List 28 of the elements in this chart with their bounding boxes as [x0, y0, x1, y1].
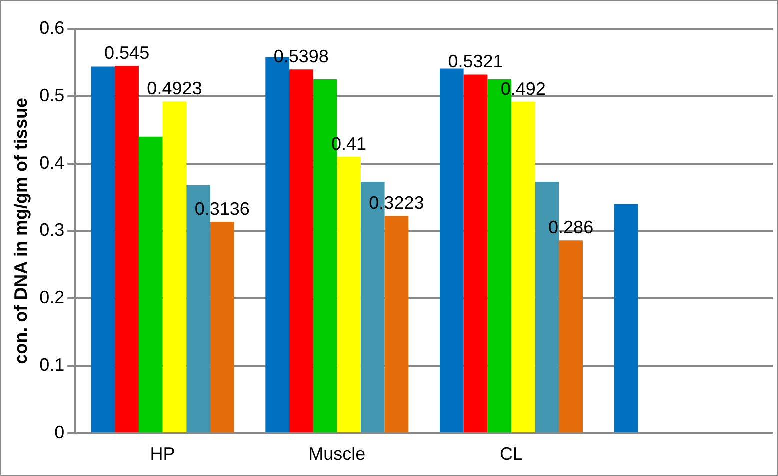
bar — [138, 136, 163, 432]
bar — [210, 222, 234, 432]
bar — [337, 157, 361, 432]
bar — [91, 66, 116, 432]
bar — [614, 204, 638, 432]
y-axis-title: con. of DNA in mg/gm of tissue — [10, 98, 31, 364]
data-label: 0.4923 — [147, 78, 202, 99]
y-tick-label: 0.3 — [40, 220, 65, 240]
y-tick-label: 0.6 — [40, 18, 65, 38]
data-label: 0.5398 — [274, 46, 329, 67]
y-tick-label: 0.1 — [40, 354, 65, 375]
x-tick-label: HP — [150, 444, 176, 464]
y-tick-label: 0 — [54, 422, 65, 442]
bar — [289, 70, 314, 432]
data-label: 0.5321 — [448, 52, 504, 72]
bar — [384, 216, 409, 432]
y-tick-label: 0.4 — [40, 152, 65, 173]
y-tick-label: 0.2 — [40, 288, 65, 308]
x-tick-label: CL — [500, 444, 523, 464]
bar — [162, 102, 187, 432]
bar — [511, 102, 536, 432]
y-tick-label: 0.5 — [40, 85, 65, 106]
x-tick-label: Muscle — [308, 444, 366, 464]
bar — [115, 66, 139, 432]
bar — [440, 68, 464, 432]
bar — [559, 240, 583, 432]
bar — [464, 74, 488, 432]
data-label: 0.545 — [104, 43, 150, 64]
